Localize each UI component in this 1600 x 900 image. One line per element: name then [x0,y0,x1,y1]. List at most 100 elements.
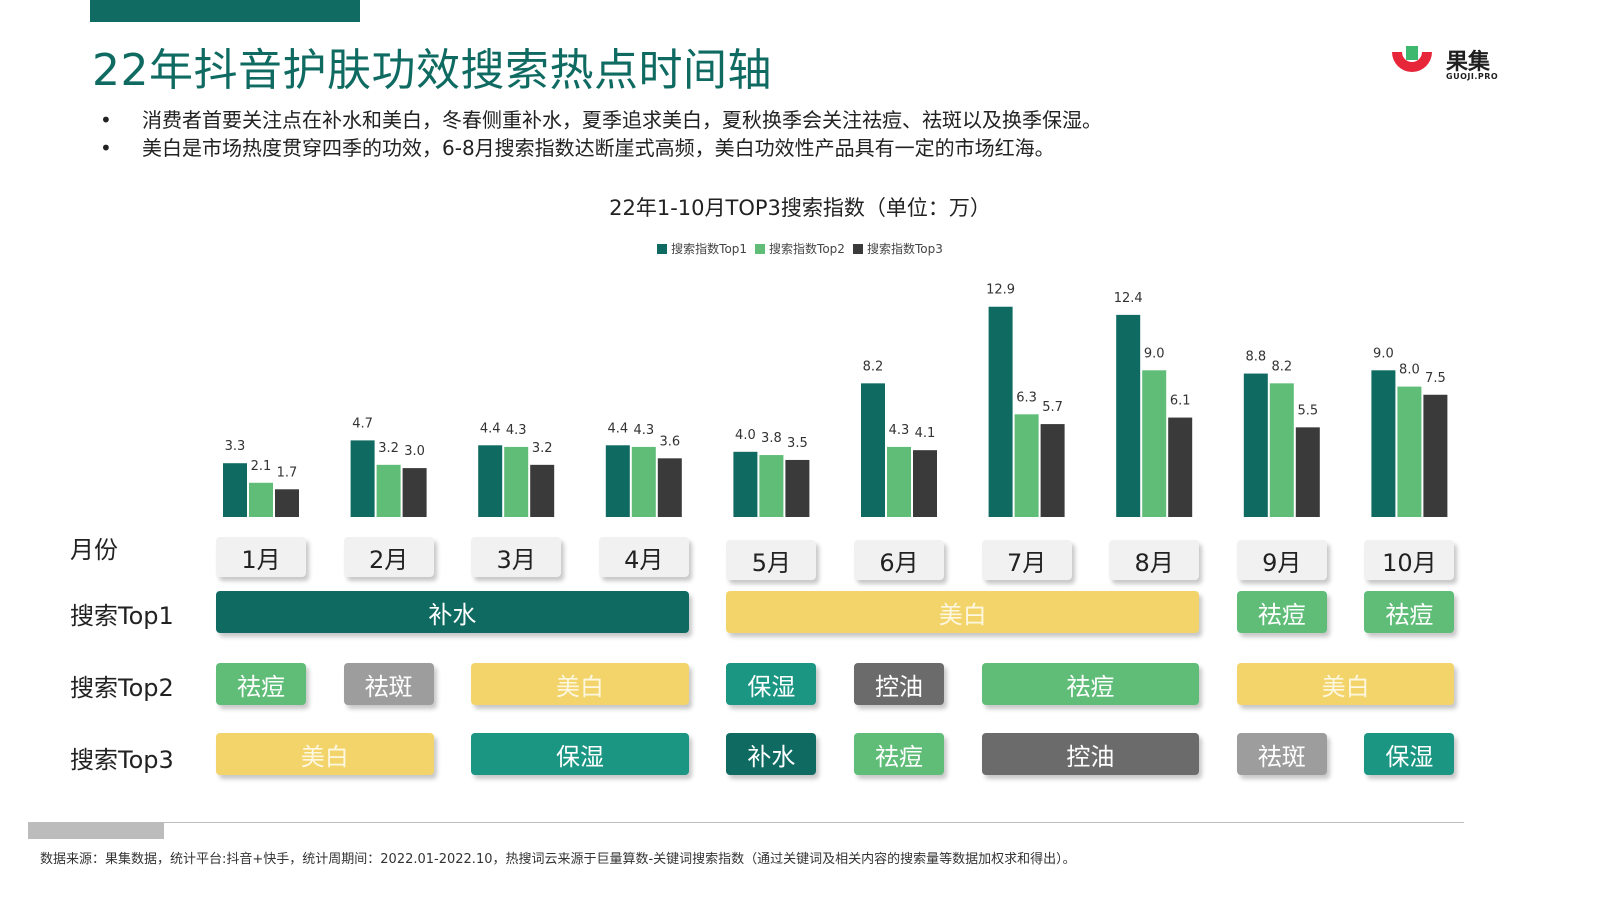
bar [1243,373,1268,517]
timeline-pill-top2: 祛斑 [343,663,434,705]
timeline-pill-top2: 祛痘 [981,663,1200,705]
month-tab: 2月 [343,537,434,577]
month-tab: 8月 [1109,540,1200,580]
bar [1269,383,1294,517]
bar [376,464,401,517]
bar [1295,427,1320,517]
bar [530,464,555,517]
brand-logo: 果集 GUOJI.PRO [1388,40,1498,90]
data-label: 8.2 [863,359,884,374]
chart-legend: 搜索指数Top1 搜索指数Top2 搜索指数Top3 [0,240,1600,257]
bar [785,459,810,517]
data-label: 1.7 [277,465,298,480]
data-label: 4.7 [352,416,373,431]
timeline-pill-top1: 祛痘 [1236,591,1327,633]
bar [1142,370,1167,517]
data-label: 7.5 [1425,371,1446,386]
row-label-top2: 搜索Top2 [70,674,174,702]
page-title: 22年抖音护肤功效搜索热点时间轴 [92,45,772,96]
bullet-text: 消费者首要关注点在补水和美白，冬春侧重补水，夏季追求美白，夏秋换季会关注祛痘、祛… [142,108,1102,132]
bar [631,446,656,517]
timeline-pill-top3: 控油 [981,733,1200,775]
data-label: 3.8 [761,431,782,446]
bullet-item: • 消费者首要关注点在补水和美白，冬春侧重补水，夏季追求美白，夏秋换季会关注祛痘、… [100,108,1102,132]
bar [657,458,682,517]
legend-item-top1: 搜索指数Top1 [657,240,747,257]
timeline-pill-top3: 补水 [726,733,817,775]
month-tab: 4月 [598,537,689,577]
timeline-pill-top2: 保湿 [726,663,817,705]
timeline-pill-top2: 祛痘 [216,663,306,705]
top-accent-bar [90,0,360,22]
month-tab: 3月 [471,537,562,577]
month-tab: 9月 [1236,540,1327,580]
month-tab: 6月 [854,540,944,580]
chart-title: 22年1-10月TOP3搜索指数（单位：万） [609,196,991,220]
bar [1116,314,1141,517]
logo-text: 果集 [1446,50,1491,75]
row-label-top1: 搜索Top1 [70,602,174,630]
logo-mark-icon [1392,46,1432,72]
data-label: 6.1 [1170,394,1191,409]
data-label: 8.2 [1271,359,1292,374]
bar [478,445,503,517]
bar [402,468,427,517]
data-label: 2.1 [251,459,272,474]
data-label: 12.4 [1114,291,1143,306]
data-label: 9.0 [1373,346,1394,361]
month-tab: 1月 [216,537,306,577]
bar [605,445,630,517]
timeline-pill-top3: 祛痘 [854,733,944,775]
data-label: 6.3 [1016,390,1037,405]
data-label: 3.3 [225,439,246,454]
timeline-pill-top2: 美白 [1236,663,1455,705]
logo-subtext: GUOJI.PRO [1446,72,1499,81]
legend-item-top3: 搜索指数Top3 [852,240,943,257]
data-label: 3.2 [532,441,553,456]
legend-label: 搜索指数Top1 [671,242,748,256]
bar [1040,424,1065,517]
timeline-pill-top3: 保湿 [1364,733,1455,775]
data-label: 9.0 [1144,346,1165,361]
data-label: 4.4 [607,421,628,436]
bar [1014,414,1039,517]
footer-divider [28,822,1464,823]
bar [1168,417,1193,517]
data-label: 4.3 [506,423,527,438]
bar [223,463,247,517]
bar [249,482,273,517]
legend-swatch [755,243,766,254]
data-label: 3.2 [378,441,399,456]
bar [1423,394,1448,517]
data-label: 5.5 [1297,403,1318,418]
data-label: 4.1 [915,426,936,441]
legend-swatch [657,243,668,254]
month-tab: 7月 [981,540,1072,580]
bar [988,306,1013,517]
timeline-pill-top1: 美白 [726,591,1200,633]
bar [733,451,758,517]
data-label: 4.3 [889,423,910,438]
bar [504,446,529,517]
timeline-pill-top3: 保湿 [471,733,689,775]
row-label-top3: 搜索Top3 [70,746,174,774]
data-label: 12.9 [986,283,1015,298]
summary-bullets: • 消费者首要关注点在补水和美白，冬春侧重补水，夏季追求美白，夏秋换季会关注祛痘、… [100,106,1102,162]
timeline-pill-top3: 美白 [216,733,434,775]
bar [759,455,784,517]
data-label: 8.8 [1245,350,1266,365]
bar [913,450,937,517]
data-label: 3.0 [404,444,425,459]
legend-item-top2: 搜索指数Top2 [755,240,845,257]
month-tab: 10月 [1364,540,1455,580]
bullet-text: 美白是市场热度贯穿四季的功效，6-8月搜索指数达断崖式高频，美白功效性产品具有一… [142,136,1055,160]
month-tab: 5月 [726,540,817,580]
data-label: 4.0 [735,428,756,443]
timeline-pill-top1: 补水 [216,591,689,633]
data-label: 8.0 [1399,363,1420,378]
footer-accent [28,823,164,839]
legend-label: 搜索指数Top3 [866,242,943,256]
timeline-pill-top2: 美白 [471,663,689,705]
timeline-pill-top1: 祛痘 [1364,591,1455,633]
